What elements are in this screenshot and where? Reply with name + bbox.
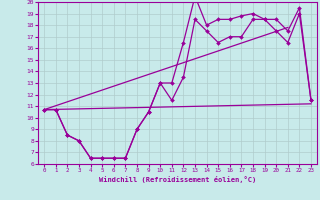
X-axis label: Windchill (Refroidissement éolien,°C): Windchill (Refroidissement éolien,°C) <box>99 176 256 183</box>
